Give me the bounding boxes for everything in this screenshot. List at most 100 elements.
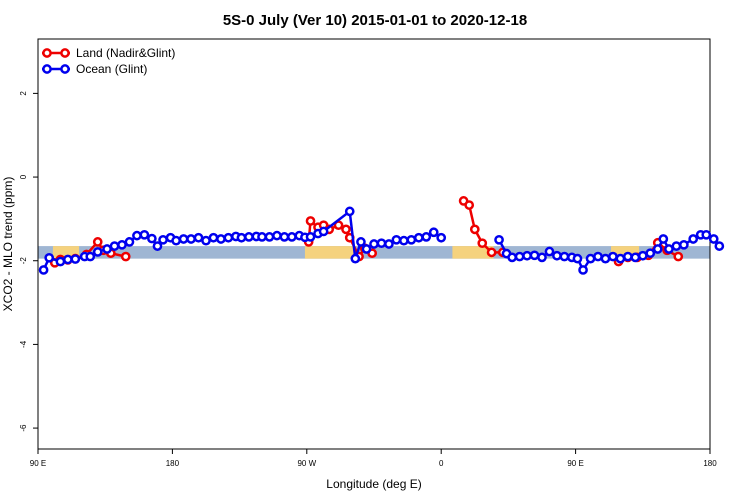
data-point	[216, 234, 226, 244]
data-point	[673, 251, 684, 262]
data-point	[124, 237, 135, 247]
data-point	[572, 253, 583, 264]
data-point	[637, 250, 648, 261]
data-point	[201, 235, 211, 246]
y-tick-label: -4	[19, 340, 28, 348]
plot-frame	[37, 38, 711, 450]
data-point	[399, 235, 409, 246]
data-point	[333, 220, 344, 231]
data-point	[688, 234, 699, 244]
legend-label: Land (Nadir&Glint)	[76, 46, 175, 60]
data-point	[469, 224, 480, 235]
data-point	[92, 247, 103, 257]
data-point	[132, 230, 142, 241]
data-point	[514, 251, 525, 262]
y-axis-label: XCO2 - MLO trend (ppm)	[1, 177, 15, 312]
data-point	[350, 253, 361, 264]
data-point	[436, 232, 447, 243]
data-point	[679, 239, 689, 250]
data-point	[344, 206, 355, 217]
data-point	[38, 265, 49, 275]
chart-title: 5S-0 July (Ver 10) 2015-01-01 to 2020-12…	[223, 12, 527, 29]
data-point	[152, 241, 163, 251]
data-point	[708, 234, 719, 244]
x-tick-label: 90 E	[30, 459, 46, 468]
data-point	[109, 241, 120, 251]
x-tick-label: 0	[439, 459, 444, 468]
data-point	[178, 234, 189, 244]
data-point	[537, 252, 547, 263]
data-point	[257, 232, 267, 242]
data-point	[279, 232, 290, 242]
data-point	[369, 239, 379, 249]
data-point	[264, 232, 275, 242]
data-point	[593, 251, 603, 262]
data-point	[139, 229, 150, 240]
data-point	[193, 232, 204, 243]
data-point	[92, 237, 103, 247]
data-point	[208, 232, 219, 243]
data-point	[63, 254, 73, 265]
land-band-segment	[452, 246, 494, 259]
data-point	[376, 238, 387, 249]
data-point	[608, 251, 618, 262]
legend-label: Ocean (Glint)	[76, 62, 147, 76]
data-point	[544, 246, 555, 257]
data-point	[384, 239, 394, 249]
x-axis: 90 E 180 90 W 0 90 E 180	[30, 449, 717, 468]
data-point	[413, 232, 424, 243]
data-point	[464, 200, 475, 210]
data-point	[223, 232, 234, 243]
legend-marker	[42, 48, 52, 58]
data-point	[559, 251, 570, 262]
legend-marker	[60, 48, 70, 58]
data-point	[272, 230, 282, 241]
data-point	[486, 247, 497, 258]
data-point	[361, 244, 372, 254]
data-point	[477, 238, 488, 249]
land-band-segment	[304, 246, 356, 259]
data-point	[522, 250, 532, 261]
data-point	[356, 237, 366, 247]
data-point	[318, 226, 329, 237]
data-point	[652, 244, 663, 254]
series-ocean	[38, 206, 725, 275]
data-point	[236, 232, 247, 243]
y-tick-label: 2	[19, 91, 28, 96]
data-point	[507, 252, 517, 263]
data-point	[552, 250, 562, 261]
data-point	[102, 244, 112, 254]
data-point	[630, 252, 641, 263]
data-point	[305, 216, 316, 226]
data-point	[585, 253, 596, 264]
data-point	[494, 234, 504, 245]
data-point	[428, 227, 439, 238]
data-point	[600, 253, 611, 264]
data-point	[701, 229, 712, 240]
data-point	[671, 241, 682, 251]
data-point	[645, 248, 656, 259]
data-point	[244, 232, 254, 242]
data-point	[171, 235, 181, 246]
data-point	[406, 234, 417, 245]
data-point	[44, 252, 55, 263]
y-tick-label: -2	[19, 257, 28, 265]
data-point	[117, 239, 127, 250]
data-point	[70, 254, 81, 264]
y-tick-label: -6	[19, 424, 28, 432]
data-point	[287, 232, 297, 242]
x-tick-label: 180	[166, 459, 180, 468]
x-tick-label: 90 W	[297, 459, 316, 468]
data-point	[529, 250, 540, 261]
data-point	[421, 232, 432, 242]
x-tick-label: 90 E	[567, 459, 583, 468]
data-point	[615, 253, 626, 264]
legend: Land (Nadir&Glint) Ocean (Glint)	[42, 46, 175, 76]
data-point	[186, 234, 196, 244]
x-axis-label: Longitude (deg E)	[326, 477, 421, 491]
legend-marker	[42, 64, 52, 74]
x-tick-label: 180	[703, 459, 717, 468]
series-layer	[38, 196, 725, 275]
data-point	[391, 234, 402, 245]
